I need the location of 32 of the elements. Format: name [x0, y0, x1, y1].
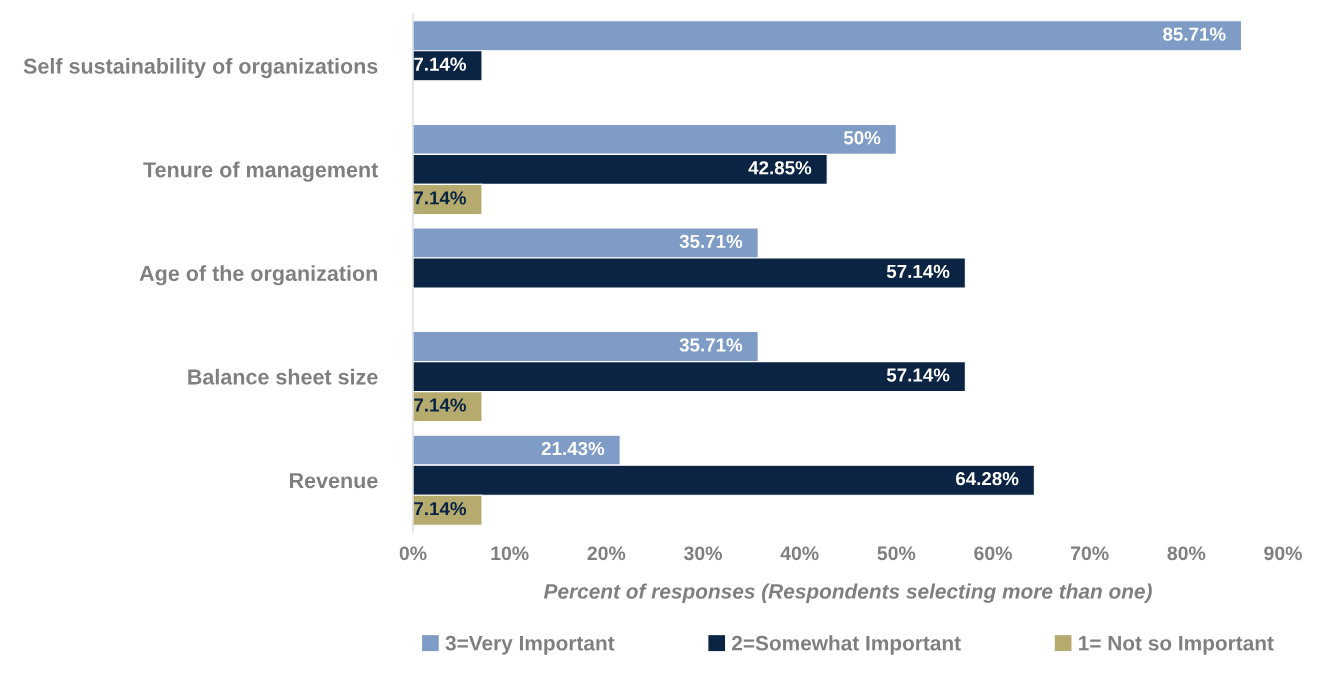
x-tick-label: 40%	[780, 546, 819, 561]
x-tick-label: 50%	[877, 546, 916, 561]
x-axis-title: Percent of responses (Respondents selecting more than one)	[543, 583, 1152, 603]
data-label: 57.14%	[886, 368, 950, 382]
data-label: 64.28%	[956, 471, 1019, 486]
data-label: 7.14%	[414, 191, 467, 205]
y-tick-label: Balance sheet size	[188, 368, 378, 385]
y-tick-label: Tenure of management	[143, 161, 379, 182]
y-tick-label: Age of the organization	[139, 265, 377, 286]
legend-label: 1= Not so Important	[1079, 636, 1274, 655]
y-tick-label: Self sustainability of organizations	[23, 58, 378, 79]
x-tick-label: 70%	[1071, 546, 1109, 561]
data-label: 50%	[843, 131, 881, 145]
data-label: 7.14%	[414, 57, 467, 71]
data-label: 35.71%	[679, 338, 743, 352]
x-tick-label: 90%	[1264, 546, 1302, 561]
x-tick-label: 80%	[1167, 546, 1206, 561]
x-tick-label: 10%	[491, 546, 529, 561]
x-tick-label: 20%	[587, 546, 626, 561]
data-label: 42.85%	[748, 161, 812, 175]
y-tick-label: Revenue	[289, 473, 378, 489]
data-label: 35.71%	[679, 234, 743, 249]
data-label: 7.14%	[414, 398, 467, 412]
x-tick-label: 0%	[399, 546, 427, 561]
data-label: 7.14%	[414, 502, 467, 516]
legend-label: 3=Very Important	[445, 635, 615, 655]
x-tick-label: 30%	[683, 546, 722, 561]
x-tick-label: 60%	[974, 546, 1012, 561]
data-label: 85.71%	[1163, 27, 1226, 41]
data-label: 57.14%	[886, 264, 950, 279]
data-label: 21.43%	[541, 441, 605, 456]
legend-label: 2=Somewhat Important	[732, 635, 961, 655]
